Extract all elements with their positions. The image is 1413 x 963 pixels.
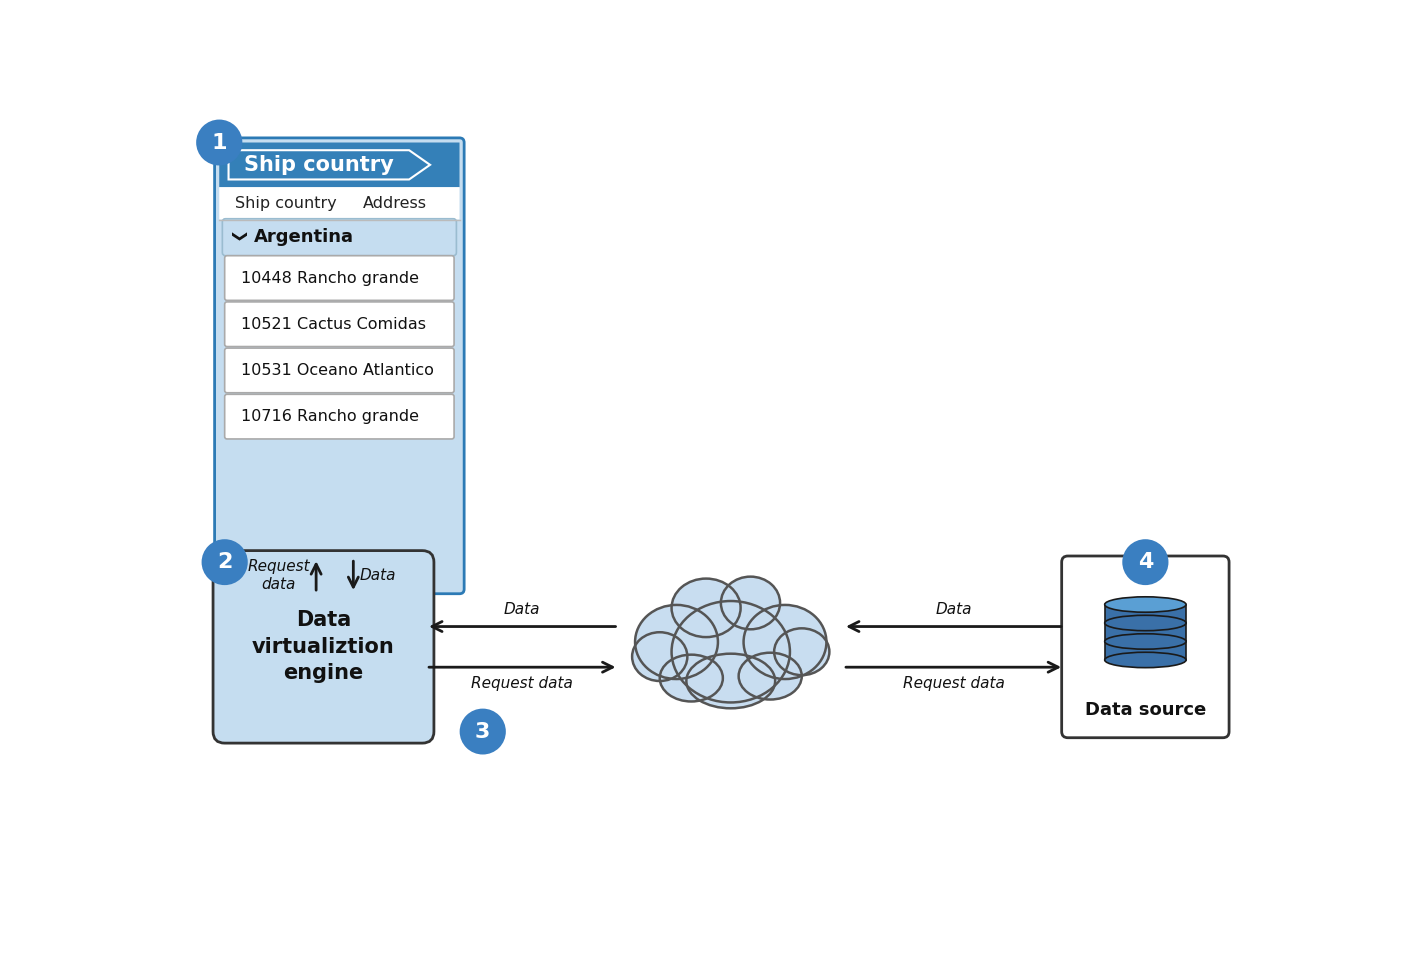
Text: 3: 3: [475, 721, 490, 742]
Ellipse shape: [634, 605, 718, 679]
Text: Request
data: Request data: [247, 560, 309, 592]
Ellipse shape: [774, 628, 829, 675]
Polygon shape: [1105, 605, 1186, 623]
Ellipse shape: [687, 654, 776, 709]
Text: Ship country: Ship country: [244, 155, 394, 175]
Ellipse shape: [1105, 652, 1186, 667]
Circle shape: [203, 540, 246, 584]
Ellipse shape: [660, 655, 723, 701]
Text: Data: Data: [359, 568, 396, 584]
Ellipse shape: [739, 653, 801, 699]
Text: Data
virtualiztion
engine: Data virtualiztion engine: [252, 611, 394, 684]
Text: Argentina: Argentina: [254, 228, 355, 247]
Text: 10448 Rancho grande: 10448 Rancho grande: [242, 271, 418, 286]
Ellipse shape: [1105, 615, 1186, 631]
Text: Data: Data: [504, 602, 541, 617]
Ellipse shape: [671, 601, 790, 702]
Ellipse shape: [671, 579, 740, 638]
Text: Request data: Request data: [903, 676, 1005, 691]
FancyBboxPatch shape: [213, 551, 434, 743]
Polygon shape: [229, 150, 430, 179]
Text: Data source: Data source: [1085, 701, 1207, 719]
FancyBboxPatch shape: [225, 301, 454, 347]
Text: Request data: Request data: [472, 676, 574, 691]
FancyBboxPatch shape: [219, 187, 459, 220]
Text: Data: Data: [935, 602, 972, 617]
FancyBboxPatch shape: [225, 256, 454, 300]
Circle shape: [198, 121, 242, 164]
Text: 10716 Rancho grande: 10716 Rancho grande: [242, 409, 418, 424]
Text: 4: 4: [1137, 552, 1153, 572]
Polygon shape: [1105, 623, 1186, 641]
Ellipse shape: [632, 633, 687, 681]
Ellipse shape: [1105, 634, 1186, 649]
Text: 1: 1: [212, 133, 227, 152]
Text: 2: 2: [218, 552, 232, 572]
FancyBboxPatch shape: [215, 138, 463, 594]
Text: 10531 Oceano Atlantico: 10531 Oceano Atlantico: [242, 363, 434, 377]
Text: ❯: ❯: [229, 231, 244, 244]
Ellipse shape: [743, 605, 827, 679]
Circle shape: [1123, 540, 1167, 584]
FancyBboxPatch shape: [225, 348, 454, 393]
FancyBboxPatch shape: [219, 143, 459, 187]
Text: 10521 Cactus Comidas: 10521 Cactus Comidas: [242, 317, 425, 331]
Polygon shape: [1105, 641, 1186, 660]
Ellipse shape: [721, 577, 780, 629]
Text: Address: Address: [363, 195, 427, 211]
Ellipse shape: [1105, 597, 1186, 612]
Circle shape: [461, 710, 504, 753]
Text: Ship country: Ship country: [235, 195, 336, 211]
FancyBboxPatch shape: [222, 219, 456, 256]
FancyBboxPatch shape: [1061, 556, 1229, 738]
FancyBboxPatch shape: [225, 394, 454, 439]
